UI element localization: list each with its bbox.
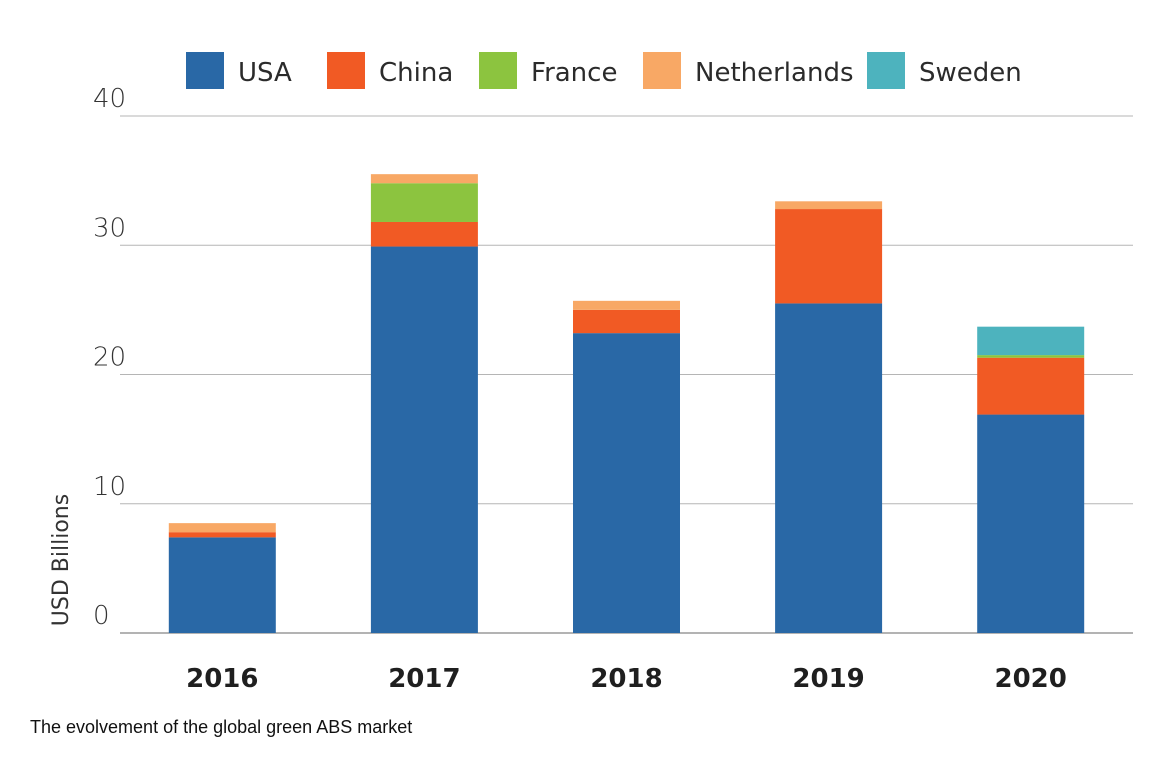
- legend-swatch-france: [479, 52, 517, 89]
- stacked-bar-chart: 0 10 20 30 40 2016 2017 2018 2019 2020 USA China F…: [49, 52, 1133, 694]
- y-tick-label: 40: [93, 84, 126, 114]
- bar-china-2020: [977, 357, 1085, 415]
- bar-china-2017: [370, 221, 478, 247]
- bar-stack-2016: [168, 523, 276, 633]
- legend-swatch-netherlands: [643, 52, 681, 89]
- legend-label-usa: USA: [238, 58, 292, 88]
- bar-sweden-2020: [977, 326, 1085, 356]
- y-tick-label: 20: [93, 343, 126, 373]
- bar-usa-2018: [573, 333, 680, 633]
- bar-usa-2020: [977, 414, 1085, 633]
- y-tick-label: 30: [93, 213, 126, 243]
- bar-stack-2019: [775, 201, 883, 633]
- legend-swatch-sweden: [867, 52, 905, 89]
- bar-france-2017: [370, 183, 478, 222]
- figure-caption: The evolvement of the global green ABS m…: [30, 717, 413, 737]
- y-tick-label: 10: [93, 472, 126, 502]
- bar-usa-2019: [775, 303, 883, 633]
- legend-label-netherlands: Netherlands: [695, 58, 854, 88]
- legend-label-sweden: Sweden: [919, 58, 1022, 88]
- bar-netherlands-2019: [775, 201, 883, 210]
- legend-swatch-china: [327, 52, 365, 89]
- legend-label-china: China: [379, 58, 453, 88]
- legend-label-france: France: [531, 58, 617, 88]
- bar-stack-2018: [573, 300, 680, 633]
- legend-swatch-usa: [186, 52, 224, 89]
- y-axis-label: USD Billions: [49, 494, 74, 626]
- x-category-label: 2020: [995, 664, 1067, 694]
- bar-netherlands-2018: [573, 300, 680, 310]
- bar-china-2016: [168, 532, 276, 538]
- x-axis-categories: 2016 2017 2018 2019 2020: [186, 664, 1067, 694]
- y-axis-ticks: 0 10 20 30 40: [93, 84, 126, 631]
- bar-stack-2020: [977, 326, 1085, 633]
- bar-usa-2016: [168, 537, 276, 633]
- x-category-label: 2019: [792, 664, 864, 694]
- legend: USA China France Netherlands Sweden: [186, 52, 1022, 89]
- bar-france-2020: [977, 355, 1085, 358]
- bar-netherlands-2017: [370, 174, 478, 184]
- bars: [168, 174, 1085, 634]
- bar-china-2018: [573, 309, 680, 334]
- x-category-label: 2017: [388, 664, 460, 694]
- bar-usa-2017: [370, 246, 478, 634]
- bar-netherlands-2016: [168, 523, 276, 533]
- bar-stack-2017: [370, 174, 478, 634]
- x-category-label: 2018: [590, 664, 662, 694]
- y-tick-label: 0: [93, 601, 110, 631]
- x-category-label: 2016: [186, 664, 258, 694]
- bar-china-2019: [775, 209, 883, 304]
